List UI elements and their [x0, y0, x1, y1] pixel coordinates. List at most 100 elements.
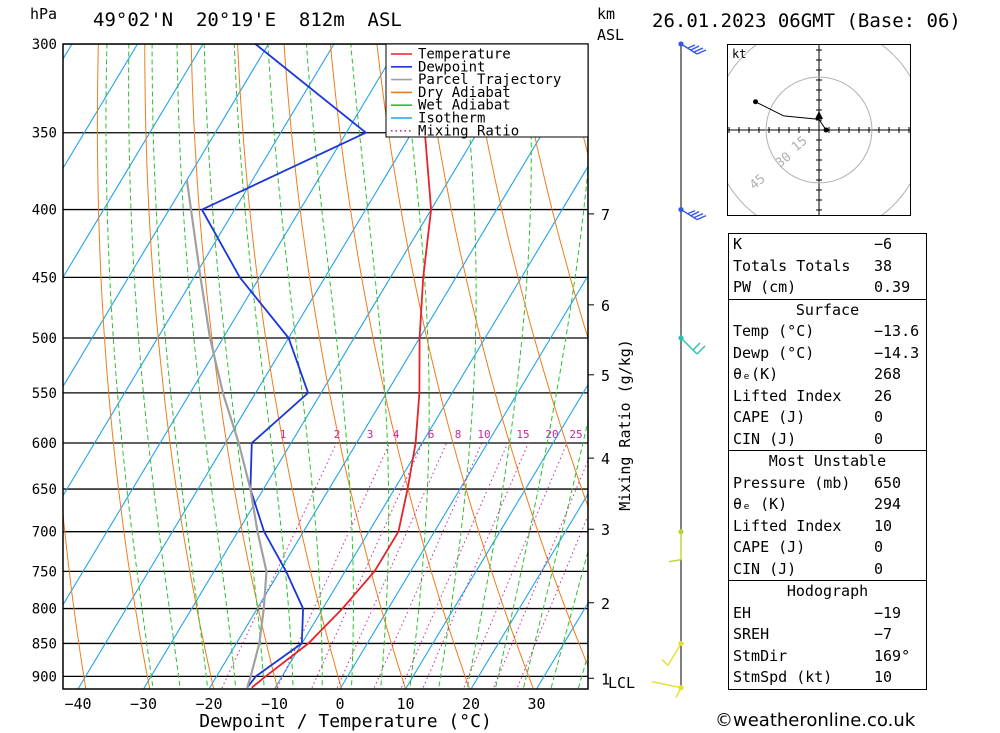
unstable-row: Lifted Index 10	[729, 516, 926, 538]
wet-adiabat	[176, 44, 237, 689]
mixing-ratio-label: 2	[334, 428, 341, 441]
pressure-tick-label: 300	[32, 37, 57, 53]
wind-barb	[680, 337, 706, 355]
isotherm	[77, 44, 466, 689]
dry-adiabat	[144, 44, 215, 689]
surface-key: Lifted Index	[733, 386, 842, 405]
wet-adiabat	[401, 44, 430, 689]
mixing-ratio-line	[422, 442, 529, 689]
indices-value: −6	[874, 235, 893, 253]
dry-adiabat	[919, 4, 1000, 733]
surface-value: 0	[874, 408, 884, 426]
temperature-line	[251, 44, 447, 689]
surface-value: −13.6	[874, 322, 920, 340]
unstable-row: CAPE (J) 0	[729, 537, 926, 559]
pressure-tick-label: 800	[32, 602, 57, 618]
temp-tick-label: 0	[335, 695, 344, 713]
unstable-title: Most Unstable	[768, 452, 887, 470]
wind-barb	[668, 531, 682, 563]
dry-adiabat	[964, 4, 1000, 733]
hodo_table-value: −19	[874, 603, 902, 622]
km-tick-label: 4	[601, 450, 610, 468]
temp-tick-label: 20	[462, 695, 480, 713]
credit-link[interactable]: ©weatheronline.co.uk	[715, 710, 916, 731]
hodo_table-key: EH	[733, 603, 752, 622]
indices-key: K	[733, 235, 743, 253]
mixing-ratio-label: 3	[367, 428, 374, 441]
storm-motion-marker	[815, 111, 823, 119]
dry-adiabat	[376, 44, 535, 689]
hodograph-ring-label: 45	[747, 172, 769, 194]
lcl-label: LCL	[608, 674, 635, 692]
legend-entry: Dry Adiabat	[418, 85, 511, 101]
hodo_table-key: StmDir	[733, 646, 788, 665]
plot-frame	[62, 43, 589, 690]
wet-adiabat	[203, 44, 265, 689]
isotherm	[208, 56, 588, 689]
km-tick-label: 6	[601, 297, 610, 315]
legend-entry: Temperature	[418, 47, 511, 63]
surface-row: Lifted Index 26	[729, 386, 926, 408]
km-tick-label: 3	[601, 521, 610, 539]
legend-entry: Mixing Ratio	[418, 123, 519, 139]
indices-key: PW (cm)	[733, 278, 797, 296]
hodo_table-value: 169°	[874, 646, 911, 665]
unstable-key: Lifted Index	[733, 516, 842, 535]
km-tick-label: 2	[601, 595, 610, 613]
mixing-ratio-label: 10	[477, 428, 490, 441]
location-label: 49°02'N 20°19'E 812m ASL	[93, 9, 402, 31]
pressure-tick-label: 700	[32, 525, 57, 541]
parcel-trajectory-line	[185, 179, 268, 689]
km-tick-label: 7	[601, 206, 610, 224]
mixing-ratio-label: 20	[545, 428, 558, 441]
asl-label: ASL	[597, 26, 625, 44]
pressure-tick-label: 400	[32, 203, 57, 219]
wind-barb	[651, 681, 682, 699]
surface-key: Temp (°C)	[733, 322, 815, 340]
mixing-ratio-label: 25	[569, 428, 582, 441]
km-tick-label: 1	[601, 670, 610, 688]
wind-barb	[680, 43, 707, 55]
mixing-ratio-label: 8	[455, 428, 462, 441]
unstable-value: 10	[874, 516, 893, 535]
mixing-ratio-label: 15	[516, 428, 529, 441]
surface-value: −14.3	[874, 343, 920, 362]
temp-tick-label: 10	[396, 695, 414, 713]
hodograph-trace	[755, 101, 827, 131]
isotherm	[274, 165, 588, 689]
dewpoint-line	[200, 44, 368, 689]
surface-key: Dewp (°C)	[733, 343, 815, 362]
surface-key: CAPE (J)	[733, 408, 806, 426]
surface-key: θₑ(K)	[733, 365, 779, 383]
isotherm	[63, 44, 269, 388]
isotherm	[0, 44, 7, 689]
most-unstable-section: Most Unstable Pressure (mb) 650 θₑ (K) 294 Li…	[728, 451, 927, 581]
hodograph-panel: 15 30 45 kt	[659, 0, 979, 290]
hodo_table-row: StmDir 169°	[729, 646, 926, 668]
isotherm	[143, 44, 531, 689]
unstable-key: Pressure (mb)	[733, 473, 851, 492]
isotherm	[339, 274, 588, 689]
temp-tick-label: −30	[130, 695, 157, 713]
wet-adiabat	[105, 44, 154, 689]
dry-adiabat	[237, 44, 343, 689]
wind-profile	[651, 41, 707, 699]
wet-adiabat	[233, 44, 294, 689]
wet-adiabat	[128, 44, 181, 689]
isotherm	[470, 492, 588, 689]
unstable-row: CIN (J) 0	[729, 559, 926, 581]
unstable-value: 650	[874, 473, 902, 492]
dry-adiabat	[515, 44, 588, 340]
surface-row: Temp (°C) −13.6	[729, 321, 926, 343]
isotherm	[63, 44, 138, 170]
hodo_table-key: StmSpd (kt)	[733, 668, 833, 686]
surface-title: Surface	[795, 300, 860, 319]
hodo_table-key: SREH	[733, 625, 770, 643]
legend-entry: Parcel Trajectory	[418, 72, 561, 88]
wet-adiabat	[466, 44, 532, 689]
hodo_table-row: SREH −7	[729, 624, 926, 646]
temp-tick-label: −10	[261, 695, 288, 713]
isotherm	[63, 44, 400, 606]
dry-adiabat	[329, 44, 471, 689]
